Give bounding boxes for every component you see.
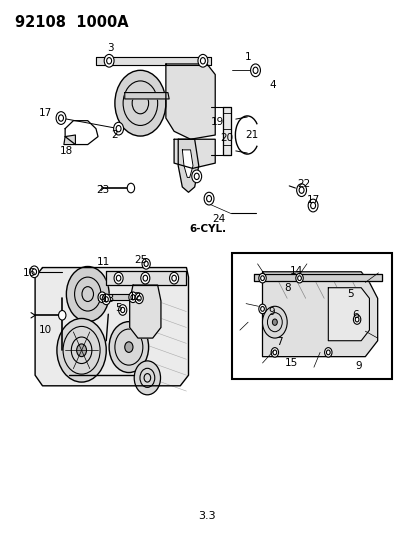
Polygon shape (129, 285, 161, 338)
Text: 12: 12 (128, 292, 141, 302)
Text: 19: 19 (210, 117, 223, 127)
Text: 13: 13 (102, 294, 115, 304)
Circle shape (197, 54, 207, 67)
Text: 6-CYL.: 6-CYL. (189, 223, 226, 233)
Circle shape (124, 342, 133, 352)
Text: 20: 20 (220, 133, 233, 143)
Text: 8: 8 (283, 282, 290, 293)
Text: 25: 25 (134, 255, 147, 265)
Text: 1: 1 (244, 52, 251, 62)
Circle shape (135, 293, 143, 304)
Polygon shape (96, 56, 211, 65)
Circle shape (102, 294, 110, 305)
Text: 7: 7 (275, 337, 282, 347)
Text: 92108  1000A: 92108 1000A (14, 14, 128, 30)
Text: 22: 22 (296, 179, 309, 189)
Text: 24: 24 (211, 214, 225, 224)
Polygon shape (106, 271, 186, 285)
Circle shape (127, 183, 134, 193)
Circle shape (134, 361, 160, 395)
Polygon shape (35, 268, 188, 386)
Circle shape (353, 315, 360, 324)
Text: 4: 4 (269, 79, 275, 90)
Circle shape (258, 304, 266, 314)
Circle shape (204, 192, 214, 205)
Polygon shape (262, 272, 377, 357)
Text: 9: 9 (354, 361, 361, 371)
Polygon shape (178, 139, 198, 192)
Bar (231, 253, 391, 379)
Circle shape (56, 112, 66, 124)
Circle shape (76, 344, 86, 357)
Polygon shape (166, 64, 215, 139)
Circle shape (57, 318, 106, 382)
Text: 17: 17 (306, 195, 319, 205)
Text: 6: 6 (352, 310, 358, 320)
Circle shape (191, 170, 201, 183)
Circle shape (307, 199, 317, 212)
Circle shape (114, 122, 123, 135)
Circle shape (142, 259, 150, 269)
Circle shape (272, 319, 277, 325)
Text: 5: 5 (346, 289, 353, 299)
Circle shape (324, 348, 331, 357)
Text: 3.3: 3.3 (198, 511, 215, 521)
Text: 2: 2 (111, 130, 118, 140)
Circle shape (250, 64, 260, 77)
Circle shape (58, 311, 66, 320)
Circle shape (169, 272, 178, 284)
Polygon shape (223, 108, 230, 155)
Text: 15: 15 (284, 358, 297, 368)
Text: 18: 18 (59, 146, 73, 156)
Circle shape (295, 273, 302, 283)
Circle shape (262, 306, 287, 338)
Circle shape (118, 305, 126, 316)
Polygon shape (328, 288, 368, 341)
Circle shape (128, 292, 137, 303)
Text: 3: 3 (107, 43, 114, 53)
Text: 17: 17 (39, 108, 52, 118)
Circle shape (258, 273, 266, 283)
Polygon shape (64, 135, 75, 144)
Circle shape (296, 184, 306, 197)
Text: 10: 10 (39, 325, 52, 335)
Polygon shape (98, 294, 135, 301)
Text: 11: 11 (97, 257, 110, 267)
Circle shape (66, 266, 109, 321)
Text: 14: 14 (290, 266, 303, 276)
Polygon shape (124, 93, 169, 99)
Circle shape (114, 272, 123, 284)
Circle shape (271, 348, 278, 357)
Circle shape (140, 272, 150, 284)
Polygon shape (174, 139, 215, 168)
Text: 21: 21 (245, 130, 258, 140)
Circle shape (109, 321, 148, 373)
Circle shape (115, 70, 166, 136)
Circle shape (104, 54, 114, 67)
Text: 16: 16 (23, 268, 36, 278)
Circle shape (30, 266, 39, 278)
Text: 23: 23 (97, 185, 110, 195)
Text: 9: 9 (268, 306, 275, 317)
Polygon shape (254, 274, 381, 281)
Polygon shape (182, 150, 192, 177)
Circle shape (98, 292, 106, 303)
Text: 5: 5 (115, 303, 121, 313)
